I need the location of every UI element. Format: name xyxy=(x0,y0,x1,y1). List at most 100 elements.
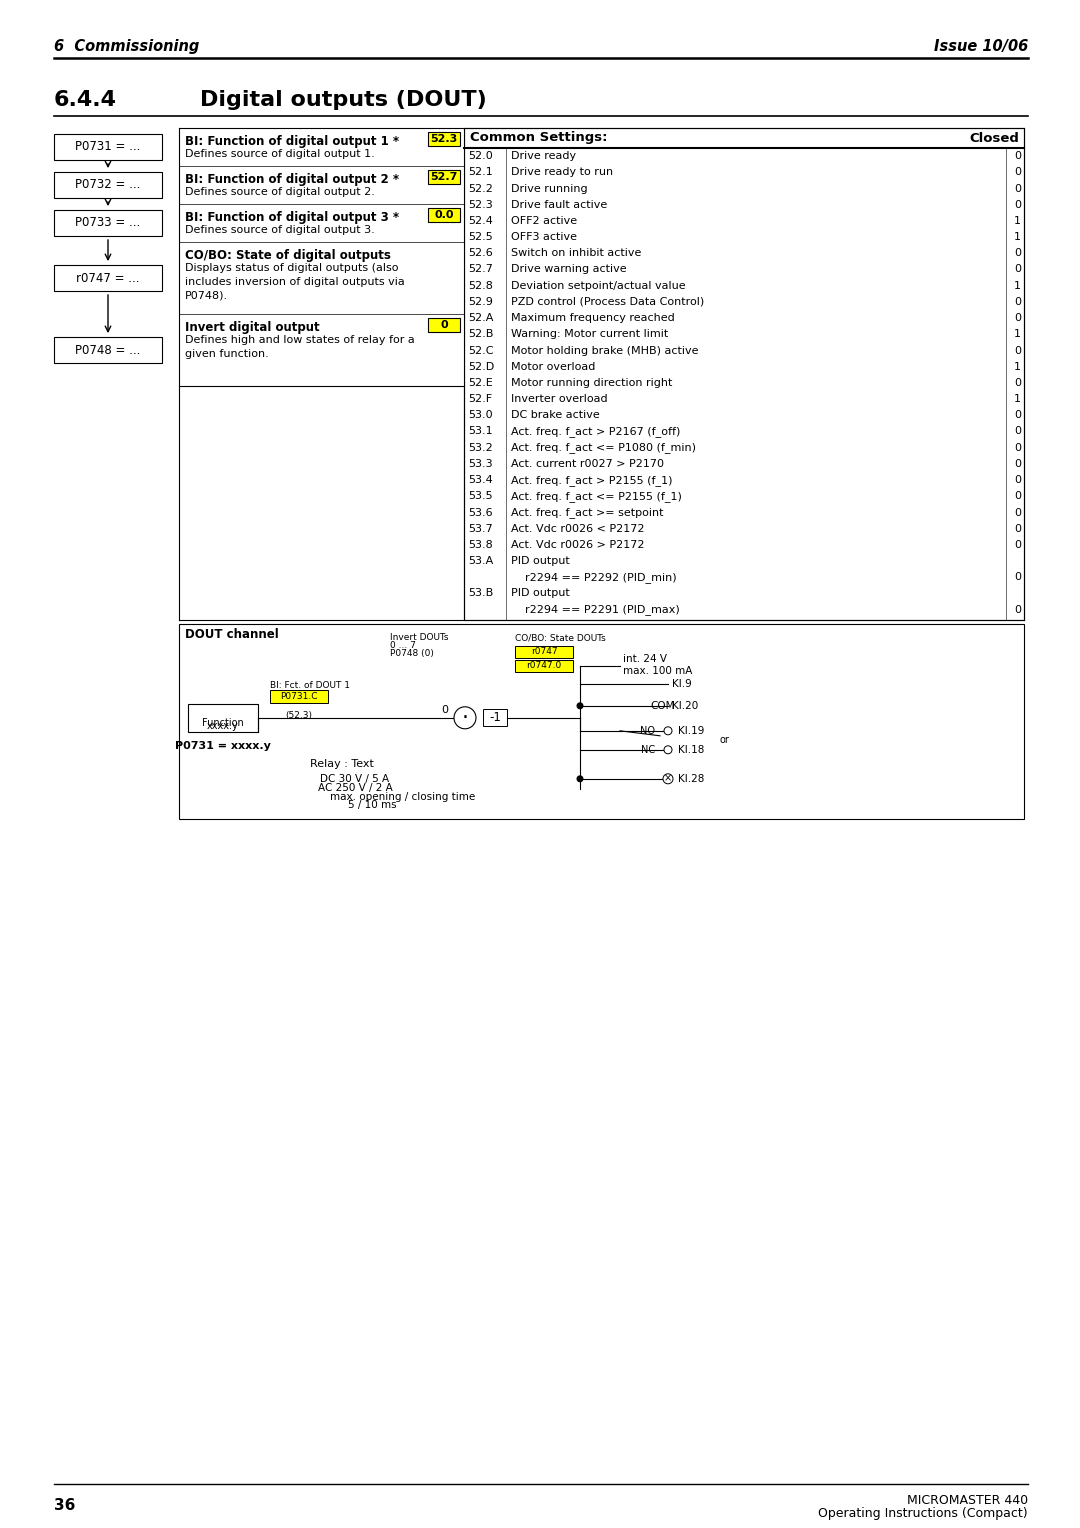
Text: 6.4.4: 6.4.4 xyxy=(54,90,117,110)
Text: 0: 0 xyxy=(1014,492,1021,501)
Text: Defines high and low states of relay for a: Defines high and low states of relay for… xyxy=(185,335,415,345)
Bar xyxy=(428,318,460,332)
Text: Act. freq. f_act <= P1080 (f_min): Act. freq. f_act <= P1080 (f_min) xyxy=(511,442,696,454)
Text: NO: NO xyxy=(640,726,654,736)
Bar xyxy=(428,170,460,183)
Text: 0: 0 xyxy=(1014,507,1021,518)
Text: Displays status of digital outputs (also: Displays status of digital outputs (also xyxy=(185,263,399,274)
Text: xxxx.y: xxxx.y xyxy=(207,721,239,730)
Circle shape xyxy=(577,703,583,709)
Text: KI.19: KI.19 xyxy=(678,726,704,736)
Text: Digital outputs (DOUT): Digital outputs (DOUT) xyxy=(200,90,487,110)
Text: 53.8: 53.8 xyxy=(468,539,492,550)
Text: DC 30 V / 5 A: DC 30 V / 5 A xyxy=(321,773,390,784)
Text: Maximum frequency reached: Maximum frequency reached xyxy=(511,313,675,322)
Text: Act. freq. f_act > P2155 (f_1): Act. freq. f_act > P2155 (f_1) xyxy=(511,475,673,486)
Text: r0747.0: r0747.0 xyxy=(526,662,562,671)
Text: CO/BO: State of digital outputs: CO/BO: State of digital outputs xyxy=(185,249,391,261)
Text: Issue 10/06: Issue 10/06 xyxy=(934,38,1028,53)
Text: 52.E: 52.E xyxy=(468,377,492,388)
Text: Defines source of digital output 2.: Defines source of digital output 2. xyxy=(185,186,375,197)
Bar xyxy=(54,173,162,199)
Text: KI.9: KI.9 xyxy=(672,678,692,689)
Text: DC brake active: DC brake active xyxy=(511,411,599,420)
Text: 36: 36 xyxy=(54,1497,76,1513)
Text: r0747 = ...: r0747 = ... xyxy=(77,272,139,284)
Text: 0: 0 xyxy=(1014,313,1021,322)
Text: 0.0: 0.0 xyxy=(434,209,454,220)
Text: 0: 0 xyxy=(1014,458,1021,469)
Text: COM: COM xyxy=(650,701,675,711)
Text: Closed: Closed xyxy=(969,131,1020,145)
Text: Defines source of digital output 1.: Defines source of digital output 1. xyxy=(185,150,375,159)
Text: 52.A: 52.A xyxy=(468,313,494,322)
Text: max. 100 mA: max. 100 mA xyxy=(623,666,692,675)
Text: 0: 0 xyxy=(1014,475,1021,484)
Text: 52.3: 52.3 xyxy=(430,134,458,144)
Text: 52.4: 52.4 xyxy=(468,215,492,226)
Text: 52.0: 52.0 xyxy=(468,151,492,160)
Text: Drive ready to run: Drive ready to run xyxy=(511,167,613,177)
Text: 53.3: 53.3 xyxy=(468,458,492,469)
Bar xyxy=(483,709,507,726)
Text: Inverter overload: Inverter overload xyxy=(511,394,608,403)
Text: 0: 0 xyxy=(1014,426,1021,437)
Text: 0: 0 xyxy=(1014,248,1021,258)
Text: given function.: given function. xyxy=(185,348,269,359)
Bar xyxy=(270,689,328,703)
Text: 0: 0 xyxy=(1014,524,1021,533)
Circle shape xyxy=(664,727,672,735)
Bar xyxy=(464,128,1024,620)
Text: 52.F: 52.F xyxy=(468,394,492,403)
Text: P0748 (0): P0748 (0) xyxy=(390,649,434,659)
Text: 53.B: 53.B xyxy=(468,588,494,599)
Text: KI.18: KI.18 xyxy=(678,744,704,755)
Text: 0: 0 xyxy=(1014,151,1021,160)
Text: 53.A: 53.A xyxy=(468,556,494,565)
Text: P0748).: P0748). xyxy=(185,290,228,301)
Text: Drive fault active: Drive fault active xyxy=(511,200,607,209)
Text: 53.7: 53.7 xyxy=(468,524,492,533)
Text: 52.7: 52.7 xyxy=(468,264,492,275)
Text: 0: 0 xyxy=(1014,167,1021,177)
Text: 52.1: 52.1 xyxy=(468,167,492,177)
Text: includes inversion of digital outputs via: includes inversion of digital outputs vi… xyxy=(185,277,405,287)
Text: 52.8: 52.8 xyxy=(468,281,492,290)
Circle shape xyxy=(454,707,476,729)
Text: PZD control (Process Data Control): PZD control (Process Data Control) xyxy=(511,296,704,307)
Text: r2294 == P2291 (PID_max): r2294 == P2291 (PID_max) xyxy=(511,604,679,616)
Text: 0: 0 xyxy=(441,319,448,330)
Bar xyxy=(515,646,573,657)
Text: OFF3 active: OFF3 active xyxy=(511,232,577,241)
Text: 0: 0 xyxy=(1014,200,1021,209)
Bar xyxy=(179,623,1024,819)
Text: PID output: PID output xyxy=(511,588,570,599)
Text: Deviation setpoint/actual value: Deviation setpoint/actual value xyxy=(511,281,686,290)
Text: 1: 1 xyxy=(1014,232,1021,241)
Bar xyxy=(428,131,460,147)
Text: Motor running direction right: Motor running direction right xyxy=(511,377,673,388)
Text: 0: 0 xyxy=(1014,296,1021,307)
Text: DOUT channel: DOUT channel xyxy=(185,628,279,642)
Text: Relay : Text: Relay : Text xyxy=(310,759,374,769)
Text: 0: 0 xyxy=(1014,345,1021,356)
Text: 53.2: 53.2 xyxy=(468,443,492,452)
Bar xyxy=(515,660,573,672)
Text: BI: Fct. of DOUT 1: BI: Fct. of DOUT 1 xyxy=(270,681,350,691)
Text: 0: 0 xyxy=(1014,573,1021,582)
Text: Motor overload: Motor overload xyxy=(511,362,595,371)
Text: 5 / 10 ms: 5 / 10 ms xyxy=(348,799,396,810)
Text: 52.9: 52.9 xyxy=(468,296,492,307)
Text: 53.1: 53.1 xyxy=(468,426,492,437)
Text: BI: Function of digital output 3 *: BI: Function of digital output 3 * xyxy=(185,211,400,223)
Text: 52.B: 52.B xyxy=(468,330,494,339)
Text: r0747: r0747 xyxy=(530,648,557,657)
Text: 0: 0 xyxy=(1014,605,1021,614)
Text: 52.6: 52.6 xyxy=(468,248,492,258)
Bar xyxy=(54,134,162,160)
Text: ×: × xyxy=(664,773,672,784)
Text: Invert DOUTs: Invert DOUTs xyxy=(390,633,448,642)
Text: 0: 0 xyxy=(1014,411,1021,420)
Text: 1: 1 xyxy=(1014,362,1021,371)
Text: 0: 0 xyxy=(442,704,448,715)
